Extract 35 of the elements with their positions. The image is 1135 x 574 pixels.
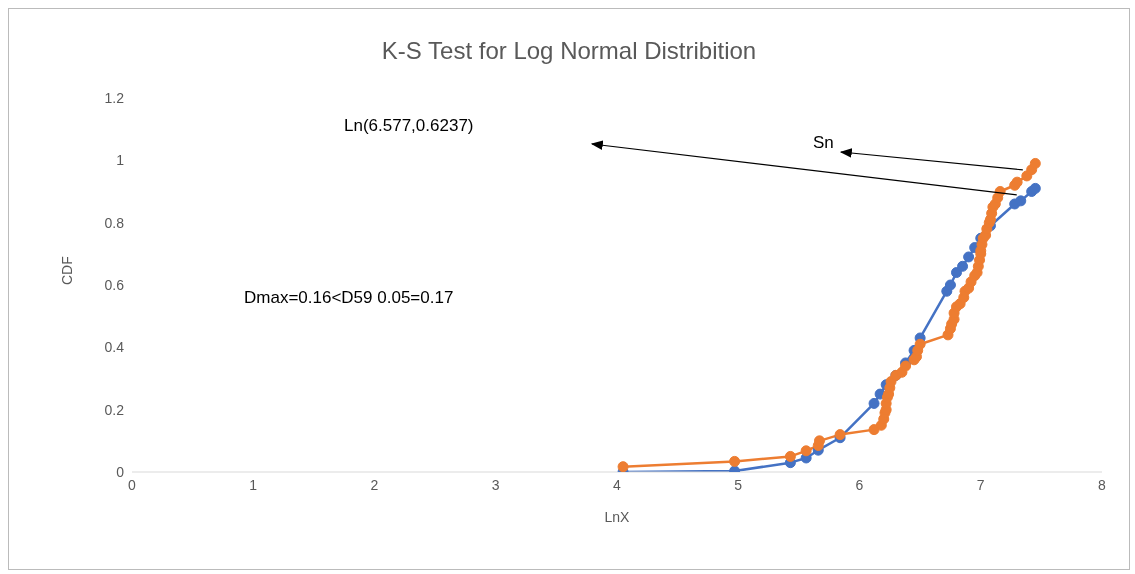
x-tick-label: 1: [249, 476, 258, 493]
x-axis-title: LnX: [604, 509, 631, 525]
x-tick-label: 8: [1098, 476, 1107, 493]
x-tick-label: 2: [370, 476, 379, 493]
x-tick-label: 0: [128, 476, 137, 493]
y-axis-title: CDF: [58, 256, 75, 285]
annotation: Dmax=0.16<D59 0.05=0.17: [244, 288, 454, 307]
y-tick-label: 1.2: [104, 89, 125, 106]
point: [963, 251, 975, 263]
x-tick-label: 3: [491, 476, 500, 493]
point: [784, 450, 796, 462]
x-tick-label: 7: [976, 476, 985, 493]
chart-title: K-S Test for Log Normal Distribition: [380, 37, 758, 65]
point: [957, 260, 969, 272]
annotation: Sn: [813, 133, 834, 152]
point: [944, 279, 956, 291]
x-tick-label: 4: [613, 476, 622, 493]
y-tick-label: 0.8: [104, 214, 125, 231]
point: [617, 461, 629, 472]
point: [800, 445, 812, 457]
y-tick-label: 0.6: [104, 276, 125, 293]
point: [1029, 182, 1041, 194]
annotation: Ln(6.577,0.6237): [344, 116, 474, 135]
point: [868, 397, 880, 409]
point: [729, 455, 741, 467]
point: [1029, 157, 1041, 169]
x-tick-label: 5: [734, 476, 743, 493]
point: [1015, 195, 1027, 207]
point: [868, 424, 880, 436]
y-tick-label: 0.4: [104, 339, 125, 356]
point: [914, 338, 926, 350]
y-tick-label: 0.2: [104, 401, 125, 418]
y-tick-label: 1: [116, 152, 125, 169]
x-tick-label: 6: [855, 476, 864, 493]
y-tick-label: 0: [116, 463, 125, 480]
